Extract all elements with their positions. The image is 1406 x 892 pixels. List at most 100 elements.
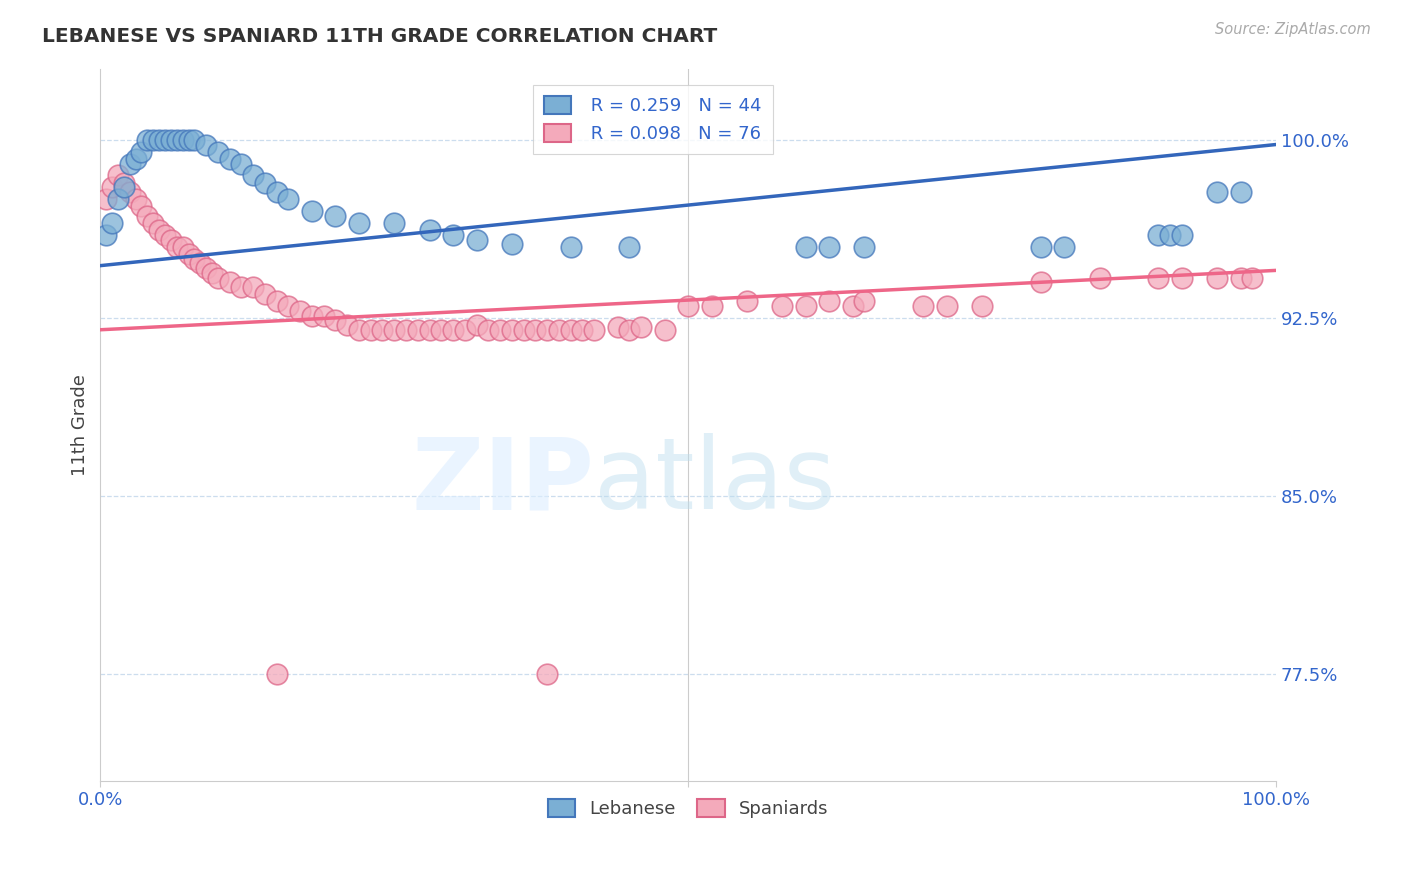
- Point: [1159, 227, 1181, 242]
- Point: [912, 299, 935, 313]
- Point: [336, 318, 359, 332]
- Point: [301, 309, 323, 323]
- Point: [101, 180, 124, 194]
- Point: [524, 323, 547, 337]
- Point: [277, 299, 299, 313]
- Point: [107, 192, 129, 206]
- Point: [441, 227, 464, 242]
- Point: [131, 145, 153, 159]
- Point: [970, 299, 993, 313]
- Point: [630, 320, 652, 334]
- Point: [96, 227, 118, 242]
- Point: [501, 323, 523, 337]
- Point: [325, 209, 347, 223]
- Point: [477, 323, 499, 337]
- Point: [231, 280, 253, 294]
- Point: [172, 240, 194, 254]
- Point: [360, 323, 382, 337]
- Point: [560, 240, 582, 254]
- Point: [818, 240, 841, 254]
- Point: [735, 294, 758, 309]
- Point: [441, 323, 464, 337]
- Legend: Lebanese, Spaniards: Lebanese, Spaniards: [541, 791, 835, 825]
- Point: [1147, 227, 1170, 242]
- Point: [112, 180, 135, 194]
- Point: [266, 667, 288, 681]
- Point: [382, 323, 405, 337]
- Point: [794, 240, 817, 254]
- Point: [166, 240, 188, 254]
- Y-axis label: 11th Grade: 11th Grade: [72, 374, 89, 475]
- Point: [794, 299, 817, 313]
- Point: [136, 133, 159, 147]
- Point: [325, 313, 347, 327]
- Point: [347, 323, 370, 337]
- Point: [465, 233, 488, 247]
- Text: atlas: atlas: [595, 434, 835, 530]
- Point: [118, 156, 141, 170]
- Point: [465, 318, 488, 332]
- Point: [124, 192, 146, 206]
- Point: [242, 280, 264, 294]
- Point: [183, 133, 205, 147]
- Point: [153, 133, 176, 147]
- Point: [347, 216, 370, 230]
- Point: [207, 270, 229, 285]
- Point: [1053, 240, 1076, 254]
- Point: [1171, 270, 1194, 285]
- Point: [160, 233, 183, 247]
- Point: [536, 323, 558, 337]
- Point: [142, 216, 165, 230]
- Point: [619, 240, 641, 254]
- Point: [1241, 270, 1264, 285]
- Point: [201, 266, 224, 280]
- Point: [96, 192, 118, 206]
- Point: [183, 252, 205, 266]
- Point: [418, 323, 440, 337]
- Point: [266, 185, 288, 199]
- Point: [583, 323, 606, 337]
- Point: [382, 216, 405, 230]
- Point: [619, 323, 641, 337]
- Point: [406, 323, 429, 337]
- Point: [1171, 227, 1194, 242]
- Point: [118, 185, 141, 199]
- Point: [770, 299, 793, 313]
- Point: [571, 323, 593, 337]
- Point: [195, 137, 218, 152]
- Point: [148, 133, 170, 147]
- Point: [853, 294, 876, 309]
- Point: [148, 223, 170, 237]
- Point: [112, 176, 135, 190]
- Point: [290, 303, 312, 318]
- Point: [101, 216, 124, 230]
- Point: [1206, 270, 1229, 285]
- Point: [395, 323, 418, 337]
- Point: [253, 287, 276, 301]
- Point: [107, 169, 129, 183]
- Point: [142, 133, 165, 147]
- Point: [166, 133, 188, 147]
- Point: [253, 176, 276, 190]
- Point: [1229, 185, 1251, 199]
- Point: [124, 152, 146, 166]
- Point: [177, 133, 200, 147]
- Point: [1147, 270, 1170, 285]
- Point: [1029, 275, 1052, 289]
- Point: [512, 323, 534, 337]
- Point: [1088, 270, 1111, 285]
- Point: [676, 299, 699, 313]
- Point: [606, 320, 628, 334]
- Point: [1229, 270, 1251, 285]
- Point: [560, 323, 582, 337]
- Point: [547, 323, 569, 337]
- Point: [935, 299, 957, 313]
- Text: LEBANESE VS SPANIARD 11TH GRADE CORRELATION CHART: LEBANESE VS SPANIARD 11TH GRADE CORRELAT…: [42, 27, 717, 45]
- Point: [454, 323, 477, 337]
- Point: [418, 223, 440, 237]
- Point: [654, 323, 676, 337]
- Point: [242, 169, 264, 183]
- Point: [489, 323, 512, 337]
- Point: [371, 323, 394, 337]
- Point: [195, 260, 218, 275]
